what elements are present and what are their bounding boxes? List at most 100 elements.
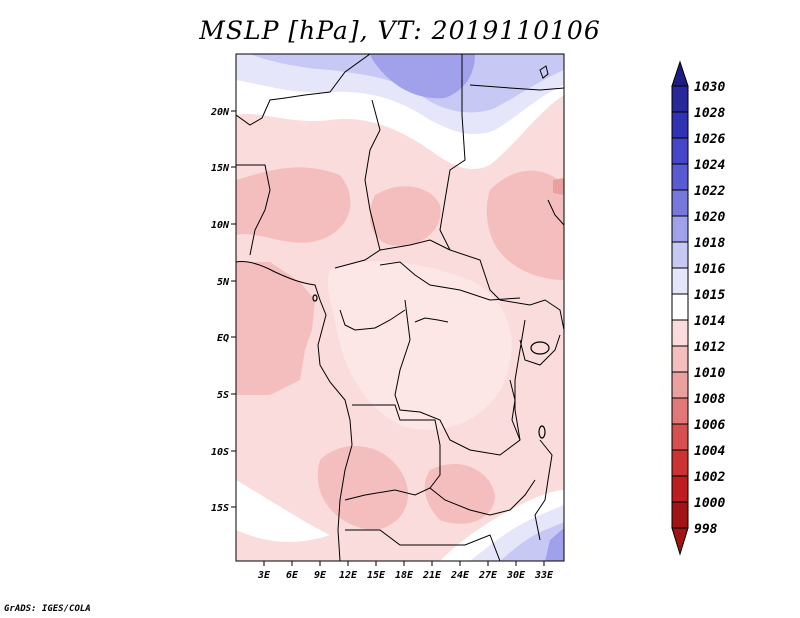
- lat-label: 5S: [217, 390, 229, 401]
- lon-label: 30E: [506, 570, 526, 581]
- lon-label: 21E: [422, 570, 442, 581]
- lon-label: 18E: [395, 570, 414, 581]
- pressure-1008-patch: [553, 178, 564, 195]
- colorbar-label: 998: [694, 522, 718, 537]
- grads-credit: GrADS: IGES/COLA: [4, 604, 91, 614]
- colorbar: 1030 1028 1026 1024 1022 1020 1018 1016 1015 1014…: [671, 60, 725, 556]
- colorbar-cell: [671, 111, 689, 139]
- colorbar-cell: [671, 501, 689, 529]
- coastline-med: [469, 84, 564, 91]
- river-congo: [414, 317, 449, 323]
- lat-label: EQ: [217, 333, 229, 344]
- lat-label: 20N: [210, 107, 230, 118]
- border-south: [433, 534, 501, 561]
- border-car-south: [379, 261, 521, 301]
- lon-label: 24E: [450, 570, 470, 581]
- pressure-1018-north: [370, 54, 475, 99]
- border-namibia: [345, 529, 433, 546]
- pressure-1014-southwest: [236, 480, 330, 542]
- colorbar-cell: [671, 163, 689, 191]
- colorbar-bottom-arrow: [671, 527, 689, 556]
- colorbar-cell: [671, 449, 689, 477]
- colorbar-cell: [671, 475, 689, 503]
- border-mozambique: [534, 439, 553, 541]
- colorbar-label: 1024: [694, 158, 725, 173]
- colorbar-cell: [671, 85, 689, 113]
- colorbar-cell: [671, 189, 689, 217]
- colorbar-label: 1020: [694, 210, 725, 225]
- colorbar-top-arrow: [671, 60, 689, 87]
- colorbar-label: 1012: [694, 340, 725, 355]
- lon-label: 6E: [286, 570, 299, 581]
- pressure-1010-zambia: [424, 464, 495, 524]
- colorbar-label: 1014: [694, 314, 725, 329]
- colorbar-label: 1028: [694, 106, 725, 121]
- border-gabon: [339, 309, 406, 331]
- border-egypt-sudan: [439, 54, 501, 301]
- colorbar-cell: [671, 423, 689, 451]
- border-angola: [344, 404, 441, 501]
- pressure-1010-chad: [370, 186, 441, 246]
- lake-malawi: [538, 425, 546, 439]
- colorbar-label: 1018: [694, 236, 725, 251]
- lon-label: 12E: [339, 570, 358, 581]
- border-mali: [236, 164, 271, 256]
- border-ethiopia: [499, 299, 564, 331]
- lon-label: 9E: [314, 570, 327, 581]
- colorbar-cell: [671, 293, 689, 321]
- border-red-sea: [547, 199, 564, 226]
- colorbar-cell: [671, 345, 689, 373]
- lat-label: 10S: [211, 447, 229, 458]
- pressure-1012-central: [327, 261, 512, 430]
- lon-label: 33E: [534, 570, 554, 581]
- colorbar-label: 1030: [694, 80, 725, 95]
- pressure-1010-west-africa: [236, 167, 351, 243]
- lake-tanganyika: [509, 379, 521, 441]
- coastline-sinai: [539, 65, 549, 79]
- colorbar-cell: [671, 137, 689, 165]
- colorbar-label: 1002: [694, 470, 725, 485]
- lat-label: 10N: [211, 220, 230, 231]
- coastline-west: [236, 261, 353, 561]
- colorbar-cell: [671, 319, 689, 347]
- colorbar-label: 1006: [694, 418, 725, 433]
- border-kenya: [519, 334, 561, 366]
- colorbar-label: 1016: [694, 262, 725, 277]
- lon-label: 3E: [257, 570, 271, 581]
- colorbar-label: 1015: [694, 288, 725, 303]
- colorbar-label: 1000: [694, 496, 725, 511]
- lakes: [312, 294, 550, 439]
- border-niger-chad: [334, 99, 381, 269]
- map-title: MSLP [hPa], VT: 2019110106: [199, 16, 601, 45]
- pressure-1010-sudan: [486, 170, 564, 280]
- lon-label: 15E: [367, 570, 386, 581]
- pressure-1010-angola: [317, 446, 409, 530]
- axis-ticks: [231, 110, 545, 566]
- pressure-1018-southeast: [545, 528, 564, 561]
- border-car-north: [379, 239, 451, 251]
- pressure-field: [236, 54, 564, 561]
- pressure-1010-gulf-guinea: [236, 262, 315, 395]
- colorbar-cell: [671, 267, 689, 295]
- colorbar-cell: [671, 397, 689, 425]
- borders: [236, 54, 564, 561]
- lon-labels: 3E 6E 9E 12E 15E 18E 21E 24E 27E 30E 33E: [257, 570, 554, 581]
- lon-label: 27E: [478, 570, 498, 581]
- lat-label: 5N: [217, 277, 230, 288]
- border-north-1: [236, 54, 371, 126]
- colorbar-label: 1008: [694, 392, 725, 407]
- map-frame: [235, 53, 565, 562]
- lat-label: 15S: [211, 503, 229, 514]
- island-bioko: [312, 294, 318, 302]
- border-zambia: [429, 479, 536, 516]
- colorbar-label: 1022: [694, 184, 725, 199]
- lat-label: 15N: [211, 163, 230, 174]
- lake-victoria: [530, 341, 550, 355]
- lat-labels: 20N 15N 10N 5N EQ 5S 10S 15S: [210, 107, 230, 514]
- colorbar-label: 1004: [694, 444, 725, 459]
- colorbar-label: 1026: [694, 132, 725, 147]
- colorbar-cell: [671, 215, 689, 243]
- colorbar-cell: [671, 371, 689, 399]
- colorbar-label: 1010: [694, 366, 725, 381]
